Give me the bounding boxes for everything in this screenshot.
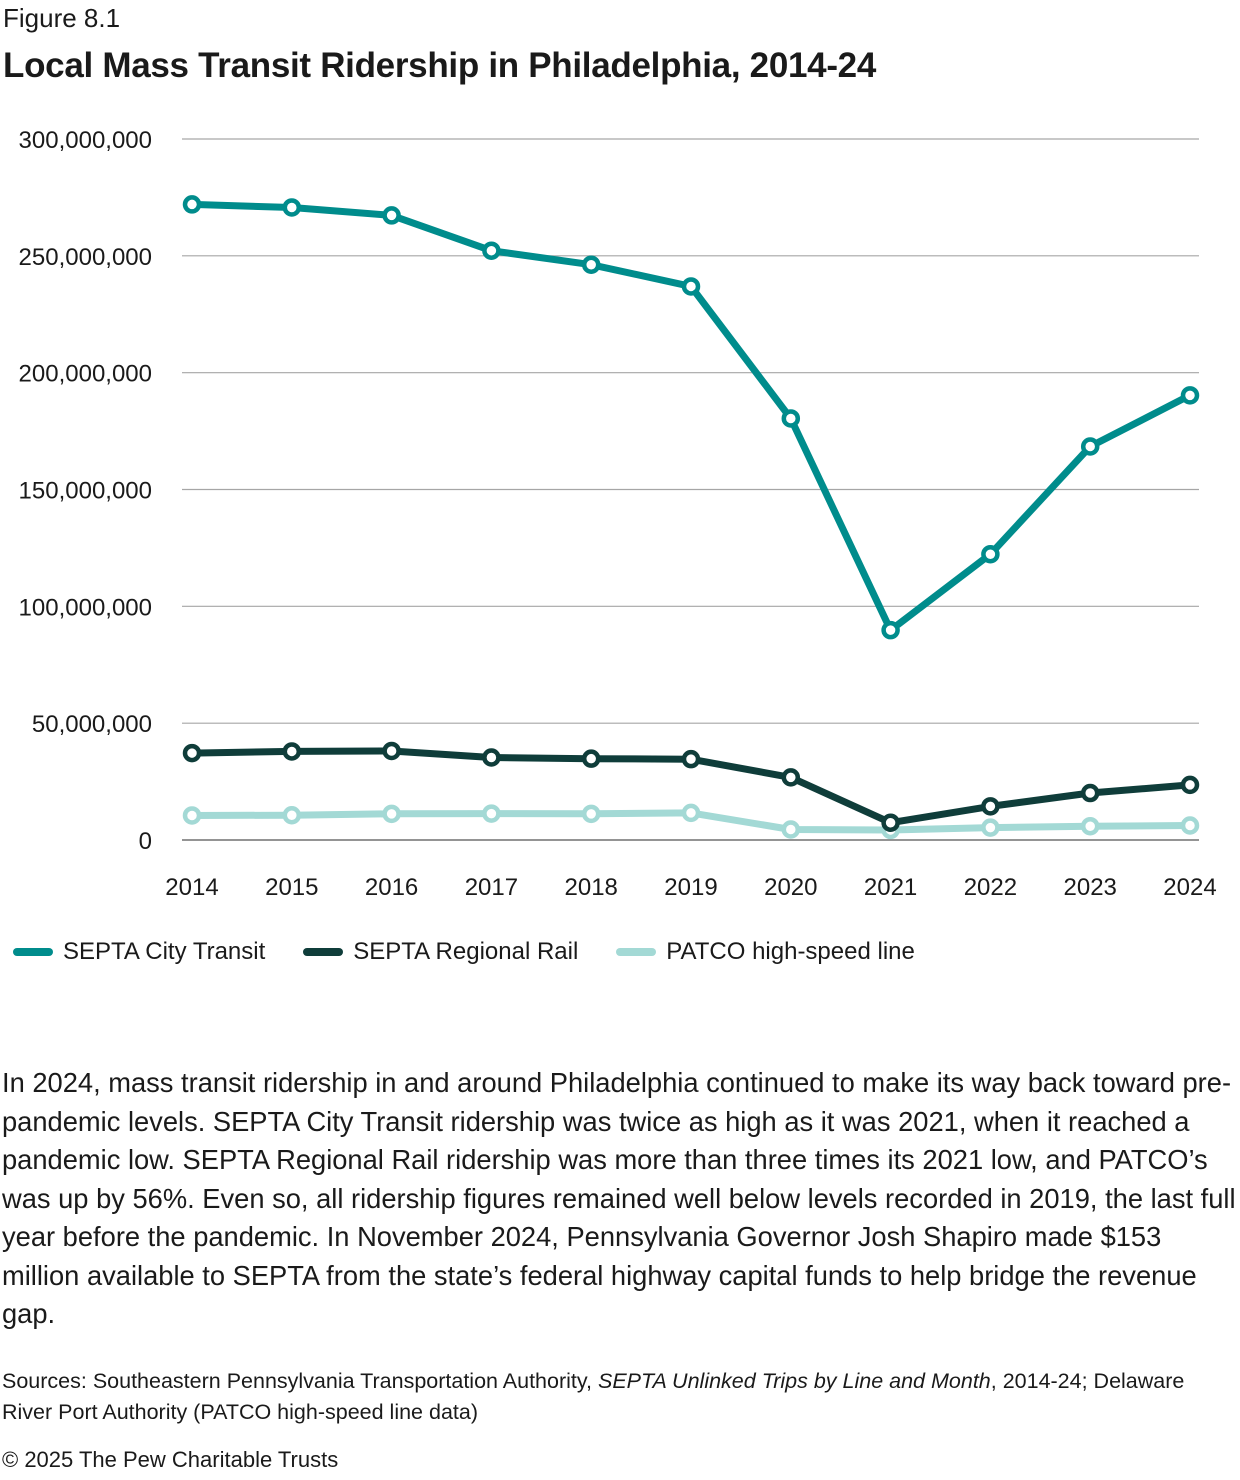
sources-italic-title: SEPTA Unlinked Trips by Line and Month — [597, 1369, 991, 1393]
data-point — [482, 804, 501, 823]
data-point — [282, 805, 302, 825]
y-tick-label: 200,000,000 — [19, 361, 152, 388]
series-line-0 — [188, 200, 1194, 634]
x-tick-label: 2019 — [664, 874, 717, 901]
data-point — [1080, 437, 1100, 456]
chart-title: Local Mass Transit Ridership in Philadel… — [3, 46, 877, 85]
data-point — [981, 818, 1000, 837]
data-point — [482, 748, 501, 767]
data-point — [382, 804, 401, 824]
y-tick-label: 150,000,000 — [19, 478, 152, 505]
y-tick-label: 250,000,000 — [19, 244, 152, 271]
x-tick-label: 2017 — [465, 874, 518, 901]
data-point — [981, 544, 1000, 564]
data-point — [1180, 816, 1200, 835]
y-tick-label: 100,000,000 — [19, 594, 152, 621]
sources-prefix: Sources: Southeastern Pennsylvania Trans… — [2, 1369, 598, 1393]
figure-label: Figure 8.1 — [3, 3, 121, 33]
x-tick-label: 2020 — [764, 874, 817, 901]
data-point — [482, 241, 501, 260]
legend-label: SEPTA Regional Rail — [353, 938, 579, 965]
data-point — [681, 749, 701, 769]
x-tick-label: 2018 — [565, 874, 618, 901]
data-point — [282, 198, 302, 217]
data-point — [881, 813, 900, 832]
x-tick-label: 2023 — [1064, 874, 1117, 901]
legend-label: SEPTA City Transit — [63, 938, 266, 965]
legend-swatch-septa-regional-rail — [303, 948, 344, 956]
data-point — [581, 804, 601, 824]
data-point — [781, 768, 801, 787]
data-point — [581, 749, 601, 768]
data-point — [981, 797, 1000, 816]
y-tick-label: 300,000,000 — [19, 127, 152, 154]
x-tick-label: 2022 — [964, 874, 1017, 901]
legend-label: PATCO high-speed line — [666, 938, 915, 965]
data-point — [681, 277, 701, 296]
data-point — [382, 206, 401, 225]
x-tick-label: 2015 — [265, 874, 318, 901]
data-point — [182, 806, 202, 825]
sources-note: Sources: Southeastern Pennsylvania Trans… — [2, 1366, 1232, 1428]
data-point — [581, 255, 601, 274]
line-chart: 0 50,000,000 100,000,000 150,000,000 200,000… — [19, 127, 1217, 901]
data-point — [781, 820, 801, 839]
data-point — [1080, 783, 1100, 803]
data-point — [881, 620, 900, 640]
legend-item-patco: PATCO high-speed line — [616, 938, 915, 966]
data-point — [282, 742, 302, 761]
data-point — [1180, 386, 1200, 405]
copyright-notice: © 2025 The Pew Charitable Trusts — [2, 1447, 339, 1472]
data-point — [1180, 775, 1200, 795]
data-point — [182, 195, 202, 214]
data-point — [1080, 816, 1100, 836]
data-point — [382, 741, 401, 761]
legend-item-septa-city-transit: SEPTA City Transit — [13, 938, 265, 966]
data-point — [781, 409, 801, 428]
x-tick-label: 2021 — [864, 874, 917, 901]
x-tick-label: 2014 — [165, 874, 218, 901]
sources-suffix: , 2014-24; Delaware River Port Authority… — [2, 1369, 1185, 1424]
y-tick-label: 0 — [139, 828, 152, 855]
legend-swatch-septa-city-transit — [13, 948, 53, 956]
description-paragraph: In 2024, mass transit ridership in and a… — [2, 1067, 1236, 1329]
chart-legend: SEPTA City Transit SEPTA Regional Rail P… — [13, 938, 953, 966]
legend-swatch-patco — [616, 948, 657, 956]
x-tick-label: 2016 — [365, 874, 418, 901]
x-tick-label: 2024 — [1163, 874, 1216, 901]
data-point — [182, 743, 202, 763]
y-tick-label: 50,000,000 — [32, 711, 152, 738]
legend-item-septa-regional-rail: SEPTA Regional Rail — [303, 938, 578, 966]
data-point — [681, 803, 701, 823]
